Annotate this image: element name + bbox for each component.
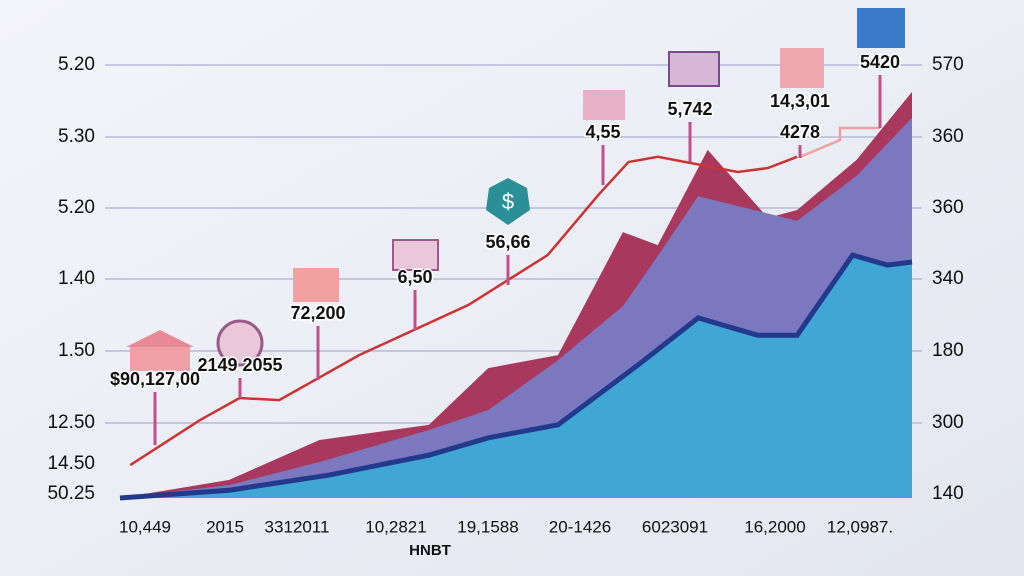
person-icon <box>780 48 824 88</box>
annotation: 56,66 <box>485 232 530 252</box>
annotation: 72,200 <box>290 303 345 323</box>
x-axis-label: 19,1588 <box>457 517 518 536</box>
y-axis-label: 50.25 <box>47 483 95 504</box>
chart-icon <box>668 51 720 87</box>
area <box>120 255 912 498</box>
y2-axis-label: 360 <box>932 126 964 147</box>
annotation: 5420 <box>860 52 900 72</box>
icons: $ <box>126 8 905 371</box>
x-axis-label: 20-1426 <box>549 517 611 536</box>
dollar-sign: $ <box>502 189 514 214</box>
line-tail <box>799 126 880 159</box>
annotation: 6,50 <box>397 267 432 287</box>
y-axis-label: 1.40 <box>58 268 95 289</box>
annotation: 14,3,01 <box>770 91 830 111</box>
x-axis-label: 2015 <box>206 517 244 536</box>
x-axis-label: 12,0987. <box>827 517 893 536</box>
y-axis-label: 1.50 <box>58 340 95 361</box>
annotation: 5,742 <box>667 99 712 119</box>
bank-icon <box>216 319 264 367</box>
y2-axis-label: 570 <box>932 54 964 75</box>
y2-axis-label: 180 <box>932 340 964 361</box>
x-axis-label: 10,2821 <box>365 517 426 536</box>
roof-icon <box>126 330 194 347</box>
doc-icon <box>293 268 339 302</box>
y2-axis-label: 340 <box>932 268 964 289</box>
y-axis-label: 12.50 <box>47 412 95 433</box>
annotation: $90,127,00 <box>110 369 200 389</box>
house-icon <box>130 345 190 371</box>
y2-axis-label: 300 <box>932 412 964 433</box>
y-axis-label: 5.20 <box>58 54 95 75</box>
x-axis-label: 3312011 <box>265 517 330 536</box>
y2-axis-label: 140 <box>932 483 964 504</box>
annotation: 4,55 <box>585 122 620 142</box>
x-axis-title: HNBT <box>409 542 451 559</box>
annotation: 4278 <box>780 122 820 142</box>
y-axis-label: 14.50 <box>47 453 95 474</box>
x-axis-label: 10,449 <box>119 517 171 536</box>
y-axis-label: 5.20 <box>58 197 95 218</box>
bank-building-icon <box>857 8 905 48</box>
area-edge <box>119 252 913 501</box>
annotation: 2149 2055 <box>197 355 282 375</box>
building-icon <box>392 239 439 271</box>
x-axis-label: 6023091 <box>642 517 708 536</box>
dollar-icon <box>486 178 530 225</box>
y2-axis-label: 360 <box>932 197 964 218</box>
cloud-icon <box>583 90 625 120</box>
x-axis-label: 16,2000 <box>744 517 805 536</box>
y-axis-label: 5.30 <box>58 126 95 147</box>
